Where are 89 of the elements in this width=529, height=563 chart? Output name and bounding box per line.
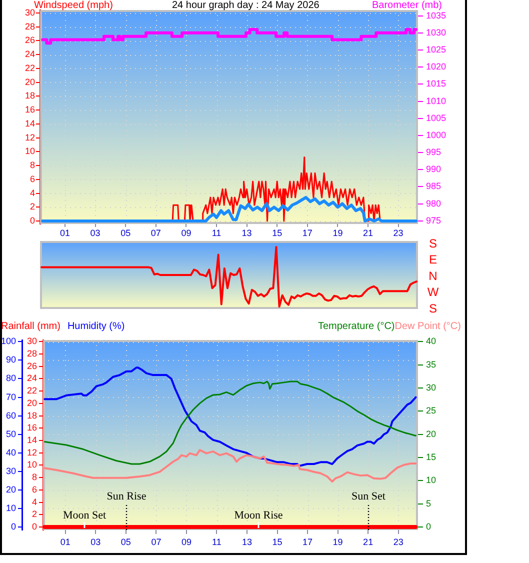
y2-tick-label: 5 [426,498,432,508]
y-tick-label: 30 [24,7,35,18]
x-tick-label: 11 [212,228,222,238]
x-tick-label: 09 [181,536,192,547]
y2-tick-label: 1025 [426,44,446,54]
y2-tick-label: 975 [426,215,442,226]
x-tick-label: 23 [393,536,404,547]
x-tick-label: 23 [393,228,404,238]
x-tick-label: 15 [272,536,282,547]
y-tick-label: 4 [30,188,35,198]
y2-tick-label: 25 [426,406,436,416]
y-tick-label: 26 [24,35,35,46]
y2-tick-label: 30 [426,382,436,392]
x-tick-label: 01 [60,536,70,547]
x-tick-label: 17 [302,228,312,238]
text: W [427,285,440,300]
x-tick-label: 09 [181,228,192,238]
x-tick-label: 05 [120,536,131,547]
y2-tick-label: 20 [426,428,436,439]
text: S [428,236,438,250]
chart-title: 24 hour graph day : 24 May 2026 [172,0,320,11]
y-tick-label: 40 [6,447,16,458]
y-tick-label: 2 [30,202,35,212]
y-tick-label: 14 [24,118,35,128]
x-tick-label: 11 [212,536,222,547]
annotation: Moon Rise [234,509,283,522]
text: N [428,268,438,283]
y-tick-label: 60 [6,410,16,420]
x-tick-label: 17 [302,536,313,547]
text: S [428,301,438,316]
x-tick-label: 13 [242,536,252,547]
y-tick-label: 0 [10,522,16,532]
y2-tick-label: 1030 [426,27,446,38]
x-tick-label: 15 [272,228,282,238]
y2-tick-label: 980 [426,198,442,208]
y-tick-label: 24 [24,49,35,60]
text: Rainfall (mm) [1,321,60,332]
y-tick-label: 50 [6,428,16,439]
y2-tick-label: 1015 [426,78,446,89]
y2-tick-label: 15 [426,452,436,462]
x-tick-label: 03 [90,536,101,547]
y2-tick-label: 35 [426,359,436,370]
y-tick-label: 6 [30,174,35,184]
y2-tick-label: 985 [426,181,442,192]
x-tick-label: 05 [120,228,131,238]
y2-tick-label: 0 [426,521,432,532]
y-tick-label: 18 [24,90,35,101]
y2-tick-label: 995 [426,147,442,158]
y2-tick-label: 1010 [426,96,446,106]
y-tick-label: 12 [24,132,35,142]
annotation: Moon Set [62,509,106,522]
y-tick-label: 8 [30,160,35,170]
x-tick-label: 07 [151,536,162,547]
y-tick-label: 28 [24,21,35,32]
y2-tick-label: 40 [426,336,436,346]
x-tick-label: 19 [332,536,343,547]
y-tick-label: 80 [6,373,16,384]
ref-line-label: Sun Set [352,490,386,502]
y2-tick-label: 10 [426,475,436,486]
y-tick-label: 70 [6,392,16,402]
text: Dew Point (°C) [394,321,461,332]
y-tick-label: 30 [6,466,16,476]
y2-tick-label: 1035 [426,10,446,20]
text: Temperature (°C) [318,321,395,332]
y2-tick-label: 1005 [426,112,446,123]
x-tick-label: 21 [362,228,374,238]
y-tick-label: 100 [0,336,16,346]
x-tick-label: 13 [242,228,252,238]
y2-tick-label: 1020 [426,62,446,72]
text: E [428,252,438,267]
y2-tick-label: 990 [426,164,442,174]
x-tick-label: 01 [60,228,70,238]
y-tick-label: 10 [6,502,16,513]
y-tick-label: 20 [24,76,35,87]
x-tick-label: 03 [90,228,100,238]
y-tick-label: 22 [24,62,35,73]
y2-tick-label: 1000 [426,130,446,140]
y-tick-label: 90 [6,354,16,365]
y-tick-label: 0 [30,216,35,226]
x-tick-label: 07 [150,228,161,238]
x-tick-label: 21 [363,536,374,547]
y-tick-label: 20 [6,484,16,494]
y-axis-title: Windspeed (mph) [34,0,113,11]
x-tick-label: 19 [332,228,343,238]
text: Humidity (%) [67,321,125,332]
y-tick-label: 16 [24,104,35,115]
y-tick-label: 10 [24,146,35,156]
y2-axis-title: Barometer (mb) [372,0,442,11]
ref-line-label: Sun Rise [106,490,146,502]
